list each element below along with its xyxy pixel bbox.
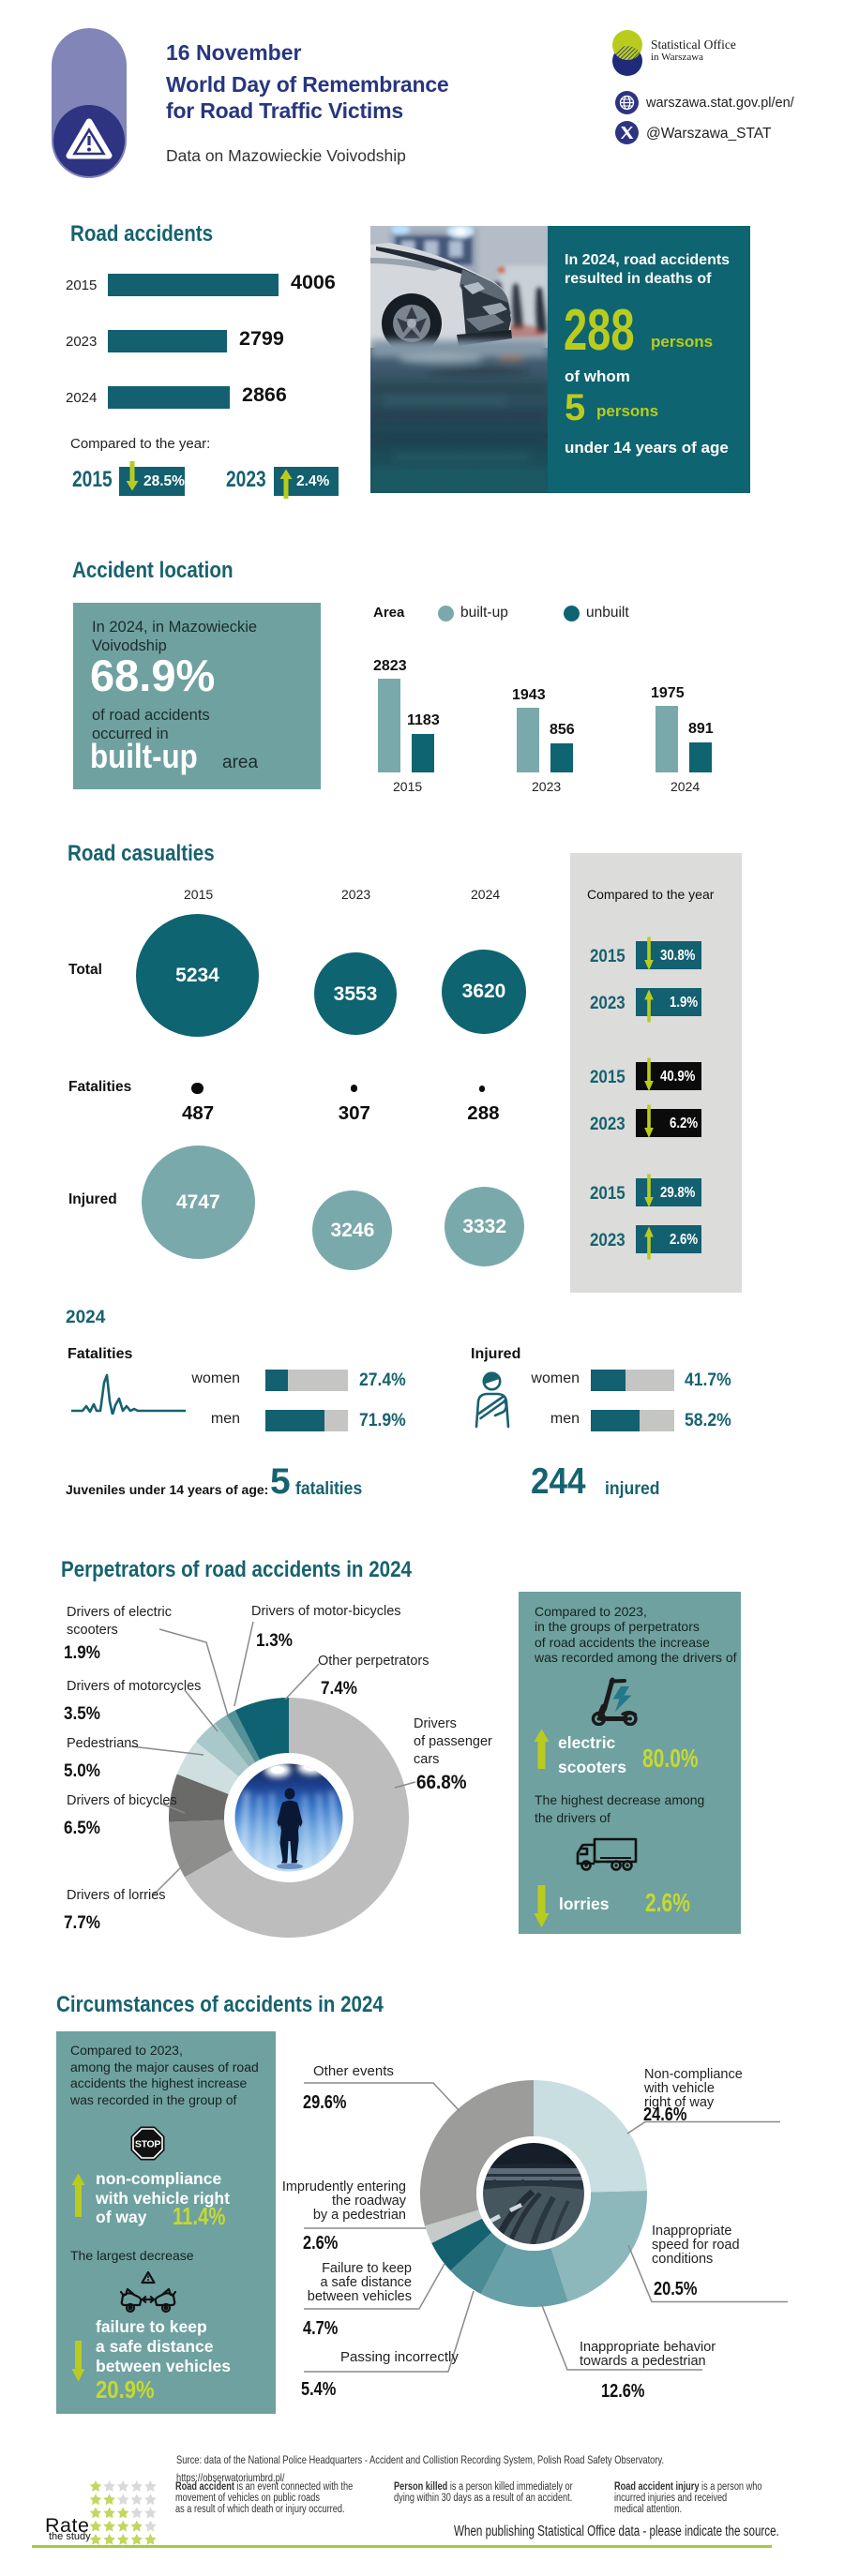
svg-text:STOP: STOP xyxy=(135,2139,160,2150)
